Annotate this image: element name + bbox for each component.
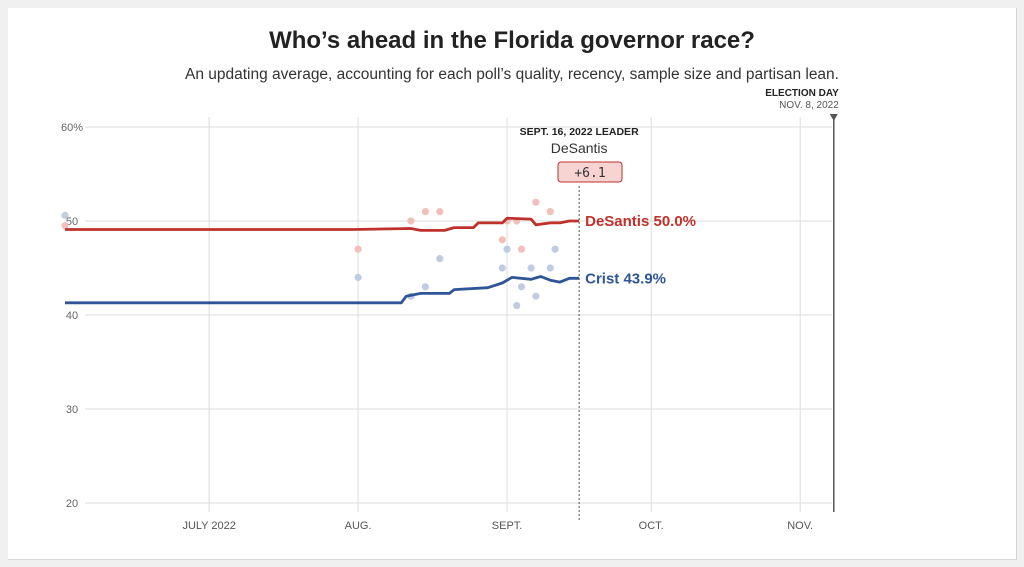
leader-callout: SEPT. 16, 2022 LEADER DeSantis +6.1 [520,126,639,183]
chart-subtitle: An updating average, accounting for each… [185,66,839,83]
x-tick-label: OCT. [639,520,664,532]
gridlines [85,117,832,512]
crist-poll-dot [503,245,511,253]
x-tick-label: JULY 2022 [182,520,235,532]
crist-poll-dot [532,292,540,300]
desantis-poll-dot [532,198,540,206]
crist-end-label: Crist 43.9% [585,270,666,287]
election-day-arrow [829,114,838,121]
chart-title: Who’s ahead in the Florida governor race… [269,27,755,54]
y-tick-label: 40 [66,310,78,322]
y-tick-label: 60% [61,122,83,134]
desantis-end-label: DeSantis 50.0% [585,213,696,230]
desantis-poll-dot [61,222,69,230]
desantis-poll-dot [354,245,362,253]
crist-poll-dot [527,264,535,272]
crist-poll-dot [421,283,429,291]
crist-poll-dot [517,283,526,291]
margin-badge [557,161,623,183]
x-tick-label: AUG. [345,520,372,532]
leader-name: DeSantis [551,140,608,156]
y-tick-label: 30 [66,404,78,416]
x-tick-label: SEPT. [492,520,523,532]
desantis-poll-dot [546,208,554,216]
chart-card [8,8,1017,560]
desantis-poll-dot [436,208,444,216]
election-day-marker: ELECTION DAY NOV. 8, 2022 [765,88,839,512]
poll-dots [61,198,559,310]
crist-poll-dot [498,264,506,272]
series-end-labels: DeSantis 50.0% Crist 43.9% [585,213,696,287]
crist-average-line [65,275,580,305]
crist-poll-dot [354,273,362,281]
desantis-poll-dot [498,236,506,244]
crist-poll-dot [436,255,444,263]
crist-poll-dot [61,211,69,219]
y-tick-label: 20 [66,498,78,510]
election-day-date: NOV. 8, 2022 [779,100,839,111]
desantis-poll-dot [407,217,415,225]
y-tick-label: 50 [66,216,78,228]
desantis-poll-dot [517,245,526,253]
desantis-average-line [65,216,580,232]
election-day-label: ELECTION DAY [765,88,839,99]
crist-poll-dot [513,302,521,310]
axis-ticks: 20 30 40 50 60% JULY 2022 AUG. SEPT. OCT. NOV. [61,122,813,532]
average-lines [65,216,580,305]
crist-poll-dot [546,264,554,272]
margin-value: +6.1 [574,166,605,181]
crist-poll-dot [551,245,559,253]
leader-header: SEPT. 16, 2022 LEADER [520,126,639,138]
desantis-poll-dot [421,208,429,216]
x-tick-label: NOV. [787,520,813,532]
